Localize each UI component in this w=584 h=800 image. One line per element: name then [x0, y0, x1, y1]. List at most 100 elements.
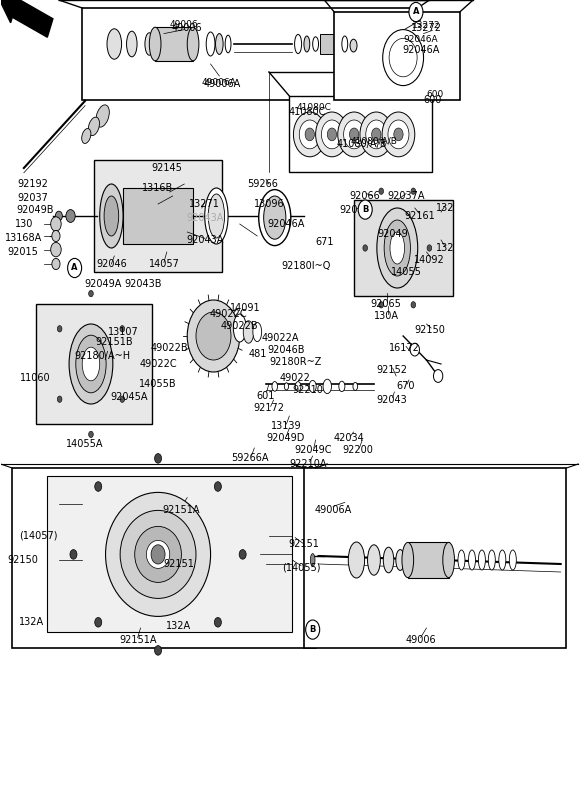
Text: 92210: 92210 — [293, 385, 324, 394]
Ellipse shape — [310, 554, 315, 566]
Text: 14057: 14057 — [148, 259, 179, 269]
Bar — [408, 542, 449, 578]
Ellipse shape — [353, 382, 357, 390]
Bar — [320, 34, 343, 54]
Text: 601: 601 — [257, 391, 275, 401]
Text: 13107: 13107 — [107, 327, 138, 337]
Circle shape — [358, 200, 372, 219]
Text: B: B — [362, 205, 369, 214]
Circle shape — [95, 618, 102, 627]
Circle shape — [239, 550, 246, 559]
Text: 41080C: 41080C — [288, 107, 325, 117]
Circle shape — [411, 188, 416, 194]
Text: 13271: 13271 — [189, 199, 220, 209]
Ellipse shape — [82, 129, 91, 143]
Text: 132A: 132A — [166, 621, 191, 630]
Circle shape — [299, 120, 320, 149]
Text: 92037: 92037 — [17, 193, 48, 202]
Circle shape — [155, 454, 162, 463]
Circle shape — [95, 482, 102, 491]
Circle shape — [409, 2, 423, 22]
Text: 92043: 92043 — [376, 395, 407, 405]
Text: 49006A: 49006A — [204, 79, 241, 89]
Circle shape — [214, 618, 221, 627]
Text: 92049D: 92049D — [266, 434, 304, 443]
Ellipse shape — [458, 550, 465, 570]
Ellipse shape — [107, 29, 121, 59]
Circle shape — [196, 312, 231, 360]
Text: 92066: 92066 — [350, 191, 381, 201]
Text: 13139: 13139 — [271, 422, 302, 431]
Ellipse shape — [296, 382, 301, 391]
Ellipse shape — [350, 39, 357, 52]
Text: 14055A: 14055A — [67, 439, 104, 449]
Ellipse shape — [339, 381, 345, 391]
Ellipse shape — [187, 27, 199, 61]
Text: 92043A: 92043A — [186, 235, 224, 245]
Ellipse shape — [384, 220, 411, 276]
Ellipse shape — [342, 36, 347, 52]
Ellipse shape — [104, 196, 119, 236]
Ellipse shape — [304, 36, 310, 52]
Ellipse shape — [120, 510, 196, 598]
Text: 92045A: 92045A — [110, 392, 148, 402]
Text: 600: 600 — [423, 95, 442, 105]
Bar — [82, 8, 418, 100]
Circle shape — [388, 120, 409, 149]
Text: 92049B: 92049B — [17, 206, 54, 215]
Text: 49022C: 49022C — [209, 310, 247, 319]
Text: 13272: 13272 — [411, 23, 442, 33]
Ellipse shape — [284, 382, 288, 390]
Circle shape — [379, 302, 384, 308]
Ellipse shape — [294, 34, 301, 54]
Text: 49022B: 49022B — [151, 343, 189, 353]
Circle shape — [338, 112, 370, 157]
Circle shape — [214, 482, 221, 491]
Text: 600: 600 — [426, 90, 444, 99]
Text: 92037A: 92037A — [387, 191, 425, 201]
Text: 13272: 13272 — [412, 21, 441, 30]
Text: A: A — [413, 7, 419, 17]
Text: (14055): (14055) — [281, 563, 320, 573]
Ellipse shape — [377, 208, 418, 288]
Text: (14057): (14057) — [19, 531, 58, 541]
Text: 92151A: 92151A — [119, 635, 157, 645]
Text: 92192: 92192 — [17, 179, 48, 189]
Text: 670: 670 — [397, 382, 415, 391]
Circle shape — [120, 326, 124, 332]
Ellipse shape — [468, 550, 475, 570]
Text: 130: 130 — [15, 219, 33, 229]
Ellipse shape — [127, 31, 137, 57]
Bar — [304, 468, 566, 648]
Ellipse shape — [225, 35, 231, 53]
Circle shape — [371, 128, 381, 141]
Ellipse shape — [82, 347, 100, 381]
Text: 59266: 59266 — [248, 179, 279, 189]
Text: 49022A: 49022A — [262, 333, 300, 342]
FancyArrow shape — [0, 0, 53, 38]
Ellipse shape — [499, 550, 506, 570]
Text: 41080C: 41080C — [297, 102, 332, 112]
Circle shape — [411, 302, 416, 308]
Ellipse shape — [208, 194, 225, 238]
Ellipse shape — [478, 550, 485, 570]
Bar — [47, 476, 292, 632]
Text: 41080/A/B: 41080/A/B — [350, 136, 397, 146]
Bar — [334, 12, 460, 100]
Text: 92046A: 92046A — [404, 34, 438, 44]
Ellipse shape — [96, 105, 109, 127]
Ellipse shape — [488, 550, 495, 570]
Circle shape — [120, 396, 124, 402]
Circle shape — [343, 120, 364, 149]
Ellipse shape — [88, 117, 99, 136]
Text: 13096: 13096 — [253, 199, 284, 209]
Text: 92049: 92049 — [377, 229, 408, 238]
Text: 11060: 11060 — [20, 373, 51, 382]
Text: 92151: 92151 — [288, 539, 319, 549]
Text: 92150: 92150 — [414, 325, 445, 334]
Circle shape — [382, 112, 415, 157]
Circle shape — [293, 112, 326, 157]
Circle shape — [151, 545, 165, 564]
Text: 132A: 132A — [19, 618, 44, 627]
Circle shape — [321, 120, 342, 149]
